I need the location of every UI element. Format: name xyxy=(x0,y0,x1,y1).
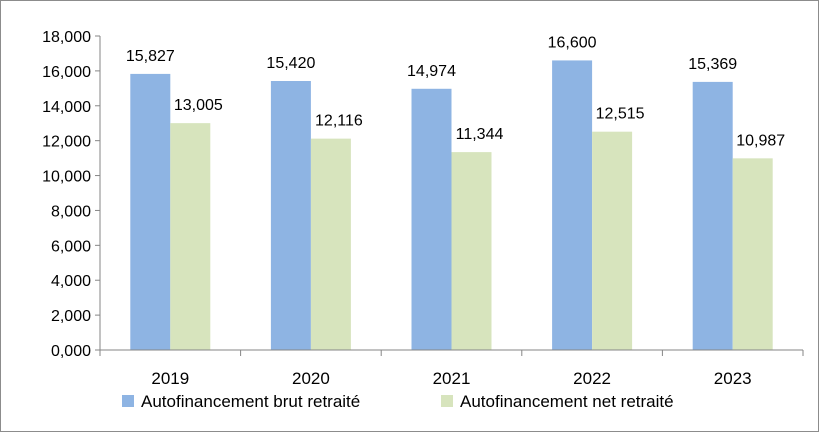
data-label-net-2022: 12,515 xyxy=(596,106,645,123)
bar-brut-2020 xyxy=(270,81,311,351)
x-category-label-2019: 2019 xyxy=(151,369,189,388)
y-tick-label: 2,000 xyxy=(51,308,91,325)
legend-swatch-net xyxy=(441,395,453,407)
data-label-net-2019: 13,005 xyxy=(174,97,223,114)
legend: Autofinancement brut retraité Autofinance… xyxy=(122,392,674,411)
bar-net-2019 xyxy=(170,123,211,350)
bar-brut-2021 xyxy=(411,88,452,350)
data-labels-layer: 15,827 15,420 14,974 16,600 15,369 13,005 12,1… xyxy=(126,34,785,149)
data-label-net-2021: 11,344 xyxy=(456,126,504,143)
y-tick-label: 16,000 xyxy=(42,64,91,81)
legend-swatch-brut xyxy=(122,395,134,407)
x-category-label-2022: 2022 xyxy=(573,369,611,388)
y-tick-label: 12,000 xyxy=(42,134,91,151)
data-label-net-2020: 12,116 xyxy=(315,113,363,130)
data-label-brut-2020: 15,420 xyxy=(266,55,315,72)
bar-brut-2022 xyxy=(552,60,593,351)
bar-brut-2019 xyxy=(130,73,171,351)
x-category-label-2020: 2020 xyxy=(292,369,330,388)
bar-net-2023 xyxy=(732,158,773,350)
y-tick-label: 4,000 xyxy=(51,273,91,290)
y-tick-label: 14,000 xyxy=(42,99,91,116)
y-tick-label: 6,000 xyxy=(51,238,91,255)
data-label-brut-2023: 15,369 xyxy=(688,56,737,73)
legend-label-net: Autofinancement net retraité xyxy=(460,392,674,411)
bar-net-2022 xyxy=(592,131,633,350)
y-tick-label: 0,000 xyxy=(51,343,91,360)
bar-brut-2023 xyxy=(692,81,733,350)
axes-layer: 0,000 2,000 4,000 6,000 8,000 10,000 12,000 14,… xyxy=(42,29,804,388)
legend-label-brut: Autofinancement brut retraité xyxy=(141,392,360,411)
data-label-brut-2019: 15,827 xyxy=(126,48,175,65)
data-label-brut-2021: 14,974 xyxy=(407,63,456,80)
data-label-net-2023: 10,987 xyxy=(736,132,785,149)
x-category-label-2021: 2021 xyxy=(433,369,471,388)
bars-layer xyxy=(130,60,773,351)
y-tick-label: 8,000 xyxy=(51,203,91,220)
data-label-brut-2022: 16,600 xyxy=(548,34,597,51)
bar-net-2021 xyxy=(451,152,492,350)
x-category-label-2023: 2023 xyxy=(714,369,752,388)
y-tick-label: 18,000 xyxy=(42,29,91,46)
y-tick-label: 10,000 xyxy=(42,169,91,186)
bar-net-2020 xyxy=(310,138,351,350)
